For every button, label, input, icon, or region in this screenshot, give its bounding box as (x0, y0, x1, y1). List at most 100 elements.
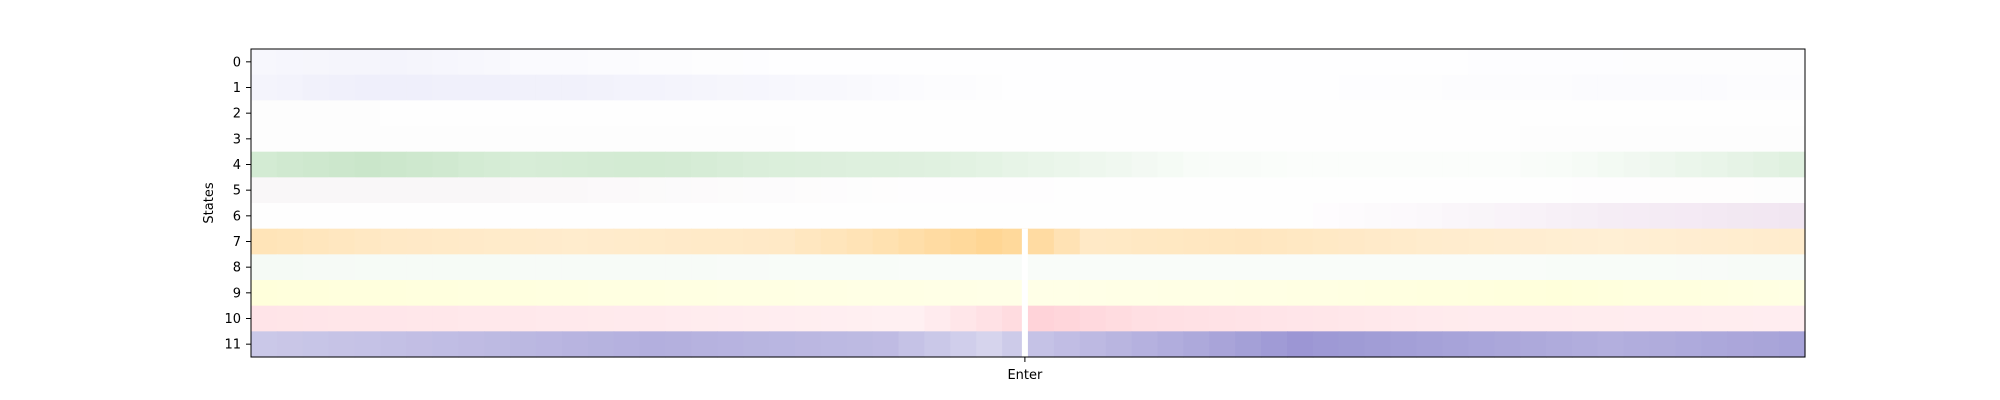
heatmap-cell (950, 49, 977, 76)
heatmap-cell (1157, 100, 1184, 127)
heatmap-cell (898, 228, 925, 255)
heatmap-cell (1338, 151, 1366, 178)
heatmap-cell (1261, 126, 1288, 153)
heatmap-cell (743, 49, 770, 76)
heatmap-cell (1494, 203, 1521, 230)
heatmap-cell (1779, 203, 1806, 230)
heatmap-cell (1494, 254, 1521, 281)
heatmap-cell (820, 305, 848, 332)
heatmap-cell (1261, 203, 1288, 230)
heatmap-cell (1312, 126, 1340, 153)
heatmap-cell (1546, 74, 1573, 101)
heatmap-cell (1597, 49, 1625, 76)
heatmap-cell (717, 151, 744, 178)
heatmap-cell (820, 280, 848, 307)
heatmap-cell (1079, 203, 1107, 230)
heatmap-cell (898, 177, 925, 204)
heatmap-cell (1364, 126, 1392, 153)
heatmap-cell (1028, 126, 1055, 153)
heatmap-cell (1390, 228, 1418, 255)
heatmap-cell (1468, 280, 1495, 307)
heatmap-cell (354, 203, 382, 230)
heatmap-cell (1235, 177, 1262, 204)
heatmap-cell (1753, 228, 1780, 255)
heatmap-cell (354, 151, 382, 178)
heatmap-cell (587, 331, 615, 358)
heatmap-cell (1390, 305, 1418, 332)
heatmap-cell (380, 305, 407, 332)
heatmap-cell (328, 203, 356, 230)
heatmap-cell (717, 228, 744, 255)
heatmap-cell (872, 305, 900, 332)
heatmap-cell (1287, 305, 1314, 332)
heatmap-cell (251, 126, 278, 153)
heatmap-cell (1209, 228, 1236, 255)
heatmap-cell (1002, 151, 1029, 178)
heatmap-cell (794, 280, 822, 307)
heatmap-cell (1649, 100, 1677, 127)
heatmap-cell (1261, 100, 1288, 127)
heatmap-cell (535, 203, 563, 230)
heatmap-cell (950, 126, 977, 153)
heatmap-cell (587, 228, 615, 255)
heatmap-cell (769, 49, 796, 76)
heatmap-cell (1571, 74, 1599, 101)
heatmap-cell (691, 331, 718, 358)
heatmap-cells (251, 49, 1806, 358)
heatmap-cell (1079, 49, 1107, 76)
heatmap-cell (1442, 126, 1469, 153)
heatmap-cell (1701, 280, 1728, 307)
heatmap-cell (846, 280, 874, 307)
heatmap-cell (1261, 151, 1288, 178)
heatmap-cell (976, 331, 1003, 358)
y-tick-label: 4 (233, 158, 241, 173)
heatmap-cell (1571, 49, 1599, 76)
heatmap-cell (639, 228, 666, 255)
heatmap-cell (1546, 228, 1573, 255)
heatmap-cell (354, 74, 382, 101)
heatmap-cell (1753, 177, 1780, 204)
heatmap-cell (1157, 126, 1184, 153)
heatmap-cell (587, 203, 615, 230)
heatmap-cell (1105, 331, 1133, 358)
heatmap-cell (1779, 49, 1806, 76)
heatmap-cell (717, 305, 744, 332)
heatmap-cell (950, 151, 977, 178)
heatmap-cell (1727, 126, 1754, 153)
heatmap-cell (354, 177, 382, 204)
heatmap-cell (328, 49, 356, 76)
heatmap-cell (820, 228, 848, 255)
heatmap-cell (561, 49, 589, 76)
heatmap-cell (1779, 151, 1806, 178)
heatmap-cell (1183, 74, 1210, 101)
heatmap-cell (1597, 74, 1625, 101)
heatmap-cell (1727, 100, 1754, 127)
heatmap-cell (1649, 74, 1677, 101)
heatmap-cell (1364, 151, 1392, 178)
heatmap-cell (1442, 203, 1469, 230)
heatmap-cell (872, 254, 900, 281)
heatmap-cell (1053, 100, 1081, 127)
heatmap-cell (380, 49, 407, 76)
heatmap-cell (1183, 305, 1210, 332)
heatmap-cell (1468, 203, 1495, 230)
heatmap-cell (432, 203, 459, 230)
heatmap-cell (976, 254, 1003, 281)
heatmap-cell (1546, 280, 1573, 307)
heatmap-cell (1442, 74, 1469, 101)
heatmap-cell (950, 100, 977, 127)
heatmap-cell (1338, 100, 1366, 127)
heatmap-cell (1338, 254, 1366, 281)
heatmap-cell (1571, 126, 1599, 153)
heatmap-cell (1494, 100, 1521, 127)
heatmap-cell (1675, 280, 1702, 307)
heatmap-cell (1261, 228, 1288, 255)
heatmap-cell (302, 177, 330, 204)
heatmap-cell (872, 280, 900, 307)
heatmap-cell (1468, 151, 1495, 178)
heatmap-cell (1209, 151, 1236, 178)
heatmap-cell (1416, 74, 1443, 101)
heatmap-cell (535, 100, 563, 127)
heatmap-cell (1623, 280, 1651, 307)
